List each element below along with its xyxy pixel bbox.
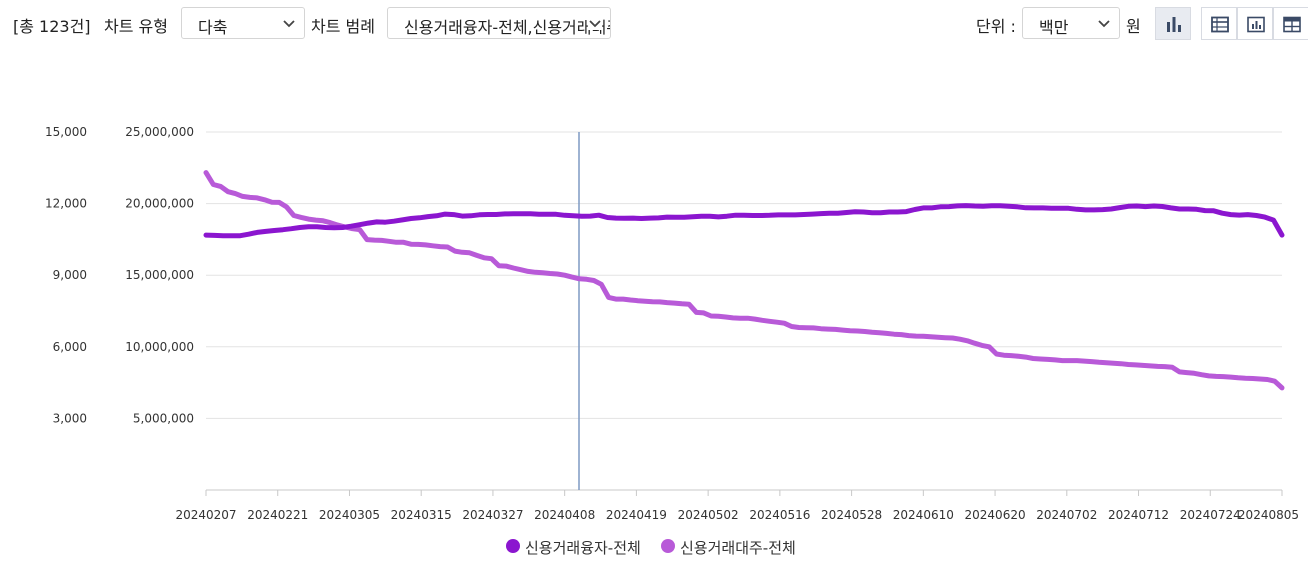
y-right-tick-label: 5,000,000 [133,411,194,425]
chart-type-select[interactable]: 다축 [181,7,305,39]
x-tick-label: 20240221 [247,508,308,522]
x-tick-label: 20240408 [534,508,595,522]
y-right-tick-label: 15,000,000 [125,268,194,282]
unit-value: 백만 [1039,18,1069,37]
bar-chart-view-button[interactable] [1155,7,1191,40]
total-count: [총 123건] [13,17,91,36]
unit-select[interactable]: 백만 [1022,7,1120,39]
legend-label: 신용거래대주-전체 [680,539,796,557]
y-right-tick-label: 20,000,000 [125,197,194,211]
y-left-tick-label: 15,000 [45,125,87,139]
x-tick-label: 20240724 [1180,508,1241,522]
x-tick-label: 20240315 [391,508,452,522]
x-tick-label: 20240305 [319,508,380,522]
table-view-button[interactable] [1201,7,1237,40]
chart-type-label: 차트 유형 [104,17,168,36]
x-tick-label: 20240712 [1108,508,1169,522]
table-icon [1211,16,1229,33]
x-tick-label: 20240528 [821,508,882,522]
chart-legend: 신용거래융자-전체 신용거래대주-전체 [0,536,1308,558]
legend-label: 신용거래융자-전체 [525,539,641,557]
x-tick-label: 20240502 [678,508,739,522]
x-tick-label: 20240516 [749,508,810,522]
x-tick-label: 20240610 [893,508,954,522]
chart-legend-select[interactable]: 신용거래융자-전체,신용거래대주-전체 [387,7,611,39]
x-tick-label: 20240620 [965,508,1026,522]
bar-chart-icon [1167,17,1181,32]
y-right-tick-label: 25,000,000 [125,125,194,139]
y-left-tick-label: 6,000 [53,340,87,354]
chart-legend-value: 신용거래융자-전체,신용거래대주-전체 [404,18,610,37]
multi-axis-line-chart: 3,000 6,000 9,000 12,000 15,000 5,000,000 10,… [45,125,1299,522]
x-tick-label: 20240702 [1036,508,1097,522]
series-line-1 [203,203,1285,239]
legend-marker [661,539,675,553]
x-tick-label: 20240805 [1238,508,1299,522]
chevron-down-icon [282,16,296,30]
x-tick-label: 20240419 [606,508,667,522]
unit-label: 단위 : [976,17,1016,36]
x-tick-label: 20240327 [462,508,523,522]
y-right-tick-label: 10,000,000 [125,340,194,354]
y-left-tick-label: 12,000 [45,197,87,211]
y-left-tick-label: 9,000 [53,268,87,282]
legend-marker [506,539,520,553]
chart-legend-label: 차트 범례 [311,17,375,36]
chevron-down-icon [1097,16,1111,30]
chart-table-view-button[interactable] [1237,7,1273,40]
chevron-down-icon [588,16,602,30]
grid-icon [1283,16,1301,33]
y-left-tick-label: 3,000 [53,411,87,425]
series-line-2 [203,170,1285,391]
chart-toolbar: [총 123건] 차트 유형 다축 차트 범례 신용거래융자-전체,신용거래대주… [0,0,1308,48]
unit-suffix: 원 [1126,17,1141,36]
grid-view-button[interactable] [1273,7,1308,40]
x-tick-label: 20240207 [175,508,236,522]
chart-table-icon [1247,16,1265,33]
chart-type-value: 다축 [198,18,228,37]
